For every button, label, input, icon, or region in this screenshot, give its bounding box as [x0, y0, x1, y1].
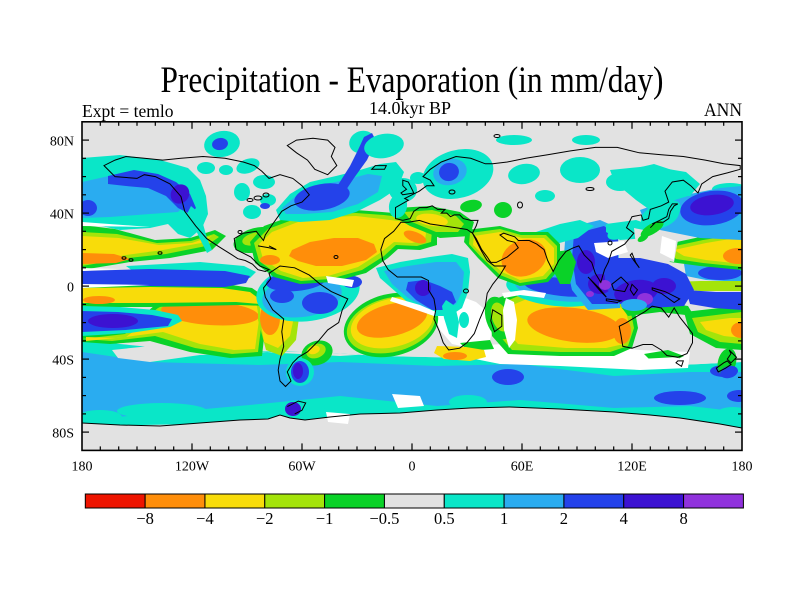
svg-text:120W: 120W [175, 460, 210, 475]
svg-text:ANN: ANN [704, 100, 742, 121]
svg-text:80S: 80S [52, 426, 74, 441]
svg-text:180: 180 [72, 460, 93, 475]
svg-text:0: 0 [67, 280, 74, 295]
svg-text:−0.5: −0.5 [369, 509, 399, 528]
svg-text:−8: −8 [136, 509, 154, 528]
svg-text:0: 0 [409, 460, 416, 475]
svg-text:120E: 120E [617, 460, 647, 475]
svg-text:8: 8 [679, 509, 687, 528]
svg-text:Expt = temlo: Expt = temlo [82, 101, 174, 121]
svg-text:0.5: 0.5 [434, 509, 455, 528]
svg-text:2: 2 [560, 509, 568, 528]
svg-text:180: 180 [732, 460, 753, 475]
svg-text:4: 4 [620, 509, 628, 528]
svg-text:40S: 40S [52, 353, 74, 368]
svg-text:60W: 60W [288, 460, 316, 475]
svg-text:60E: 60E [511, 460, 534, 475]
svg-text:40N: 40N [50, 207, 74, 222]
svg-text:80N: 80N [50, 134, 74, 149]
svg-text:Precipitation - Evaporation (i: Precipitation - Evaporation (in mm/day) [161, 60, 664, 101]
svg-text:−2: −2 [256, 509, 274, 528]
svg-text:−4: −4 [196, 509, 214, 528]
svg-text:1: 1 [500, 509, 508, 528]
svg-text:14.0kyr BP: 14.0kyr BP [369, 98, 451, 118]
svg-text:−1: −1 [316, 509, 334, 528]
